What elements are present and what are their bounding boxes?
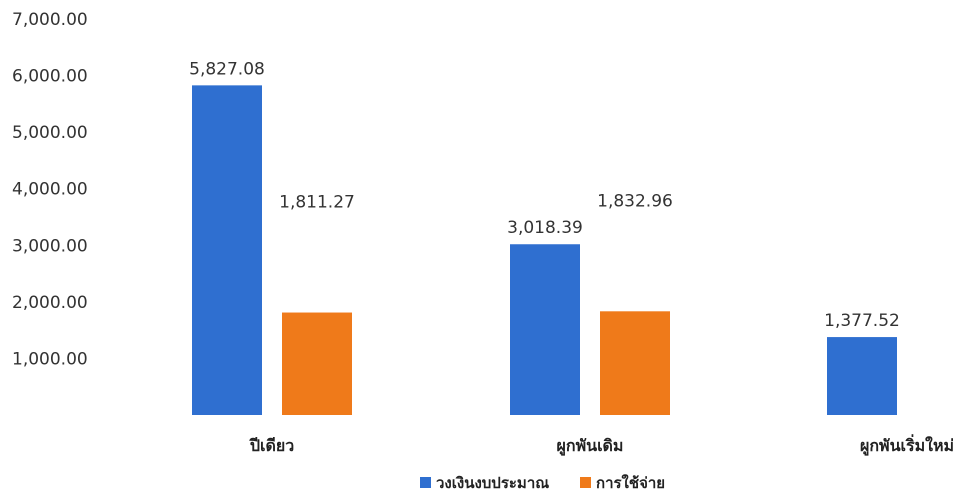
y-tick-label: 7,000.00 [12,10,88,30]
category-label: ผูกพันเดิม [557,436,624,457]
data-label: 5,827.08 [189,59,265,79]
y-tick-label: 6,000.00 [12,67,88,87]
y-tick-label: 4,000.00 [12,180,88,200]
x-axis: ปีเดียว ผูกพันเดิม ผูกพันเริ่มใหม่ [248,434,954,457]
bar-budget-0 [192,85,262,415]
legend-item-1: การใช้จ่าย [580,474,665,492]
category-label: ปีเดียว [248,436,294,455]
data-label: 1,811.27 [279,193,355,213]
bar-budget-1 [510,244,580,415]
data-label: 1,377.52 [824,311,900,331]
legend-item-0: วงเงินงบประมาณ [420,474,549,492]
bar-spending-1 [600,311,670,415]
category-label: ผูกพันเริ่มใหม่ [860,434,954,457]
y-tick-label: 2,000.00 [12,293,88,313]
legend-swatch [580,477,591,488]
legend: วงเงินงบประมาณ การใช้จ่าย [420,474,665,492]
data-label: 1,832.96 [597,191,673,211]
data-label: 3,018.39 [507,218,583,238]
bars-layer [192,85,897,415]
bar-spending-0 [282,312,352,415]
y-tick-label: 1,000.00 [12,349,88,369]
legend-swatch [420,477,431,488]
y-tick-label: 3,000.00 [12,236,88,256]
bar-budget-2 [827,337,897,415]
legend-label: วงเงินงบประมาณ [436,474,549,492]
data-labels-layer: 5,827.08 3,018.39 1,377.52 1,811.27 1,832.96 [189,59,900,331]
y-axis: 1,000.00 2,000.00 3,000.00 4,000.00 5,000.00… [12,10,88,369]
legend-label: การใช้จ่าย [596,474,665,492]
y-tick-label: 5,000.00 [12,123,88,143]
